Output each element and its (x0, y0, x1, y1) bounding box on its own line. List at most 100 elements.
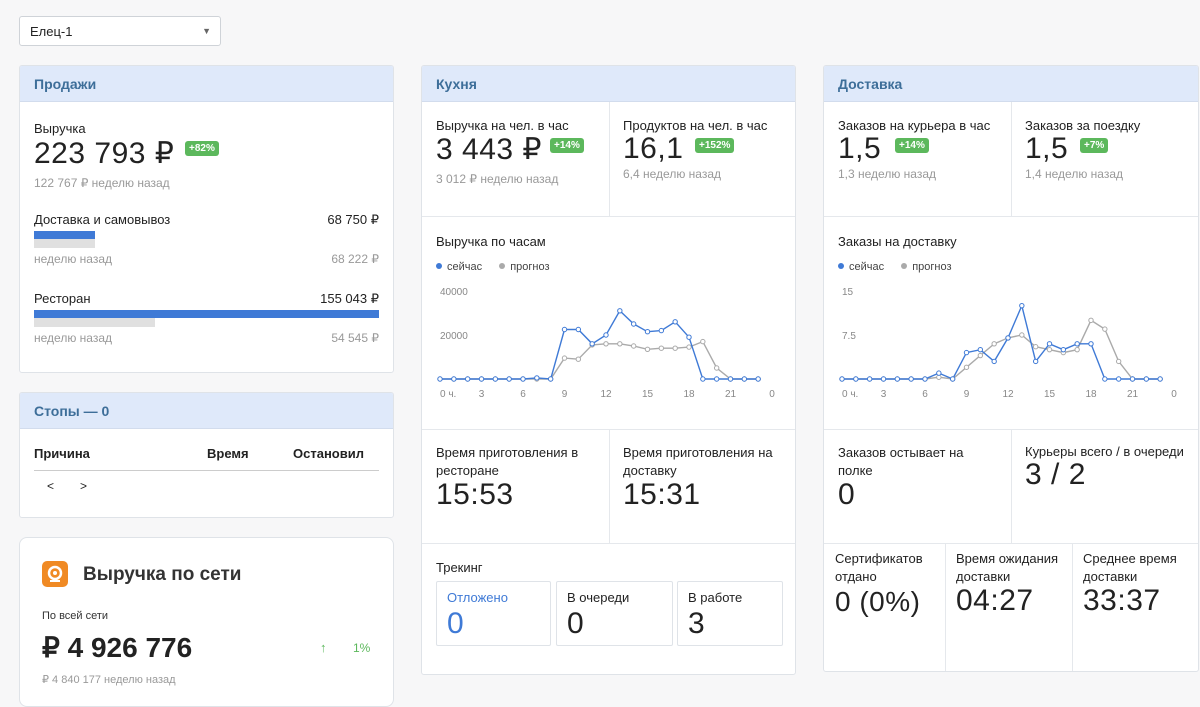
x-tick-label: 6 (520, 389, 526, 400)
data-point (866, 376, 873, 382)
data-point (1102, 326, 1108, 332)
wait-value: 04:27 (956, 584, 1034, 617)
cook-rest-label: Время приготовления в ресторане (436, 445, 579, 478)
delivery-prev-value: 68 222 ₽ (331, 252, 379, 266)
legend-forecast-2: прогноз (912, 261, 952, 273)
stops-col-stopped: Остановил (293, 446, 364, 461)
orders-per-courier-value: 1,5 (838, 132, 882, 165)
x-tick-label: 15 (642, 389, 654, 400)
data-point (1088, 317, 1094, 324)
data-point (630, 343, 637, 349)
data-point (1005, 335, 1011, 341)
data-point (603, 332, 609, 338)
restaurant-prev-value: 54 545 ₽ (331, 331, 379, 345)
orders-per-trip-prev: 1,4 неделю назад (1025, 167, 1124, 181)
data-point (894, 376, 901, 382)
rev-per-hour-prev: 3 012 ₽ неделю назад (436, 172, 559, 186)
x-tick-label: 9 (964, 389, 970, 400)
orders-per-trip-badge: +7% (1080, 138, 1109, 153)
network-value: ₽ 4 926 776 (42, 632, 193, 663)
legend-forecast: прогноз (510, 261, 550, 273)
y-tick-label: 20000 (440, 331, 468, 342)
data-point (478, 376, 485, 382)
data-point (672, 319, 678, 325)
store-select[interactable]: Елец-1 ▼ (19, 16, 221, 46)
x-tick-label: 21 (725, 389, 737, 400)
x-tick-label: 0 (769, 389, 775, 400)
data-point (492, 376, 499, 382)
data-point (713, 365, 720, 371)
data-point (1046, 341, 1053, 347)
data-point (617, 341, 623, 347)
kitchen-card-title: Кухня (422, 66, 795, 102)
data-point (963, 349, 970, 356)
delivery-orders-chart: 15 7.5 0 ч. 3 6 9 12 15 18 21 0 (839, 287, 1177, 400)
certs-value: 0 (0%) (835, 586, 921, 617)
stops-col-time: Время (207, 446, 249, 461)
data-point (741, 376, 748, 382)
x-tick-label: 18 (1085, 389, 1097, 400)
delivery-pickup-label: Доставка и самовывоз (34, 212, 171, 227)
tracking-label: Трекинг (436, 560, 483, 575)
cooling-label: Заказов остывает на полке (838, 445, 964, 478)
x-tick-label: 12 (600, 389, 612, 400)
data-point (1032, 358, 1039, 365)
y-tick-label: 7.5 (842, 331, 856, 342)
data-point (561, 355, 568, 361)
delivery-bars (34, 231, 379, 251)
track-queue[interactable]: В очереди 0 (556, 581, 673, 646)
x-tick-label: 0 ч. (842, 389, 858, 400)
data-point (713, 376, 720, 382)
stops-next-button[interactable]: > (80, 479, 88, 493)
y-tick-label: 40000 (440, 287, 468, 298)
delivery-card-title: Доставка (824, 66, 1198, 102)
data-point (603, 341, 609, 347)
restaurant-value: 155 043 ₽ (320, 291, 379, 306)
kitchen-revenue-chart: 40000 20000 0 ч. 3 6 9 12 15 18 21 0 (437, 287, 775, 400)
data-point (963, 364, 970, 370)
data-point (853, 376, 859, 382)
restaurant-label: Ресторан (34, 291, 91, 306)
prod-per-hour-value: 16,1 (623, 132, 684, 165)
data-point (977, 346, 984, 353)
data-point (1115, 358, 1122, 365)
data-point (437, 376, 443, 382)
data-point (644, 346, 651, 353)
orders-per-trip-value: 1,5 (1025, 132, 1069, 165)
legend-now-2: сейчас (849, 261, 885, 273)
prod-per-hour-label: Продуктов на чел. в час (623, 118, 768, 133)
data-point (686, 344, 692, 350)
sales-card-title: Продажи (20, 66, 393, 102)
series-line (440, 340, 759, 380)
track-deferred[interactable]: Отложено 0 (436, 581, 551, 646)
rev-per-hour-badge: +14% (550, 138, 584, 153)
revenue-prev: 122 767 ₽ неделю назад (34, 176, 170, 190)
data-point (936, 370, 942, 376)
data-point (1143, 376, 1150, 382)
x-tick-label: 0 (1171, 389, 1177, 400)
network-title: Выручка по сети (83, 564, 242, 585)
certs-label: Сертификатов отдано (835, 551, 923, 584)
network-change: 1% (353, 641, 371, 655)
track-in-work[interactable]: В работе 3 (677, 581, 783, 646)
network-revenue-card: Выручка по сети По всей сети ₽ 4 926 776… (19, 537, 394, 707)
x-tick-label: 0 ч. (440, 389, 456, 400)
track-queue-label: В очереди (567, 590, 630, 605)
data-point (908, 376, 914, 382)
stops-prev-button[interactable]: < (47, 479, 55, 493)
revenue-badge: +82% (185, 141, 219, 156)
revenue-value: 223 793 ₽ (34, 137, 175, 170)
data-point (839, 376, 845, 382)
orders-per-courier-badge: +14% (895, 138, 929, 153)
data-point (686, 334, 692, 340)
data-point (949, 376, 956, 382)
x-tick-label: 15 (1044, 389, 1056, 400)
x-tick-label: 3 (881, 389, 887, 400)
delivery-now-bar (34, 231, 95, 239)
avg-label: Среднее время доставки (1083, 551, 1177, 584)
kitchen-chart-legend: сейчас прогноз (436, 261, 550, 273)
revenue-label: Выручка (34, 121, 86, 136)
legend-now: сейчас (447, 261, 483, 273)
track-deferred-label: Отложено (447, 590, 508, 605)
delivery-prev-bar (34, 239, 95, 248)
